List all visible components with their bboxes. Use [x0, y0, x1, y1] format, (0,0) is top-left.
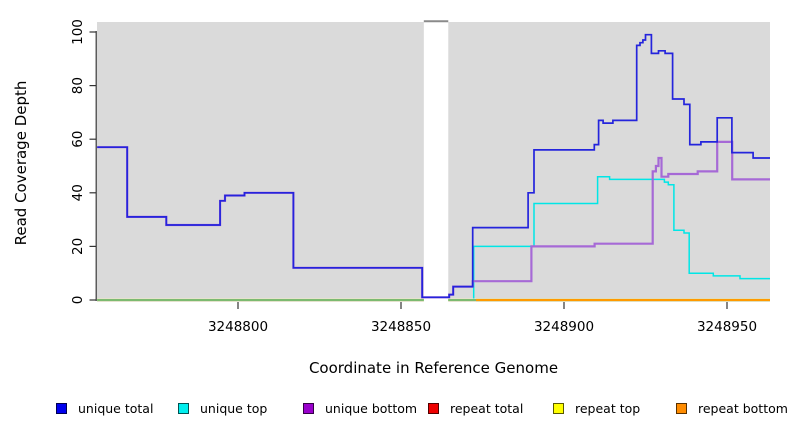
legend: unique total unique top unique bottom re… — [0, 398, 792, 420]
x-axis-title: Coordinate in Reference Genome — [308, 359, 559, 377]
svg-text:3248950: 3248950 — [697, 319, 757, 335]
svg-text:80: 80 — [70, 77, 86, 94]
repeat-total-swatch-icon — [428, 402, 439, 414]
legend-label: unique top — [200, 400, 268, 416]
legend-label: unique total — [78, 400, 154, 416]
unique-bottom-swatch-icon — [303, 402, 314, 414]
svg-text:3248800: 3248800 — [208, 319, 268, 335]
unique-top-swatch-icon — [178, 402, 189, 414]
svg-text:100: 100 — [70, 19, 86, 45]
legend-item-repeat-total: repeat total — [428, 398, 523, 418]
svg-text:60: 60 — [70, 131, 86, 148]
legend-label: repeat top — [575, 400, 641, 416]
legend-item-repeat-top: repeat top — [553, 398, 640, 418]
svg-text:20: 20 — [70, 238, 86, 255]
legend-label: repeat total — [450, 400, 524, 416]
svg-text:3248850: 3248850 — [371, 319, 431, 335]
svg-text:0: 0 — [70, 296, 86, 305]
unique-total-swatch-icon — [56, 402, 67, 414]
legend-label: unique bottom — [325, 400, 418, 416]
y-axis-title: Read Coverage Depth — [12, 80, 30, 246]
repeat-top-swatch-icon — [553, 402, 564, 414]
legend-label: repeat bottom — [698, 400, 788, 416]
legend-item-repeat-bottom: repeat bottom — [676, 398, 788, 418]
legend-item-unique-top: unique top — [178, 398, 267, 418]
legend-item-unique-bottom: unique bottom — [303, 398, 417, 418]
svg-text:40: 40 — [70, 184, 86, 201]
legend-item-unique-total: unique total — [56, 398, 153, 418]
svg-text:3248900: 3248900 — [534, 319, 594, 335]
repeat-bottom-swatch-icon — [676, 402, 687, 414]
